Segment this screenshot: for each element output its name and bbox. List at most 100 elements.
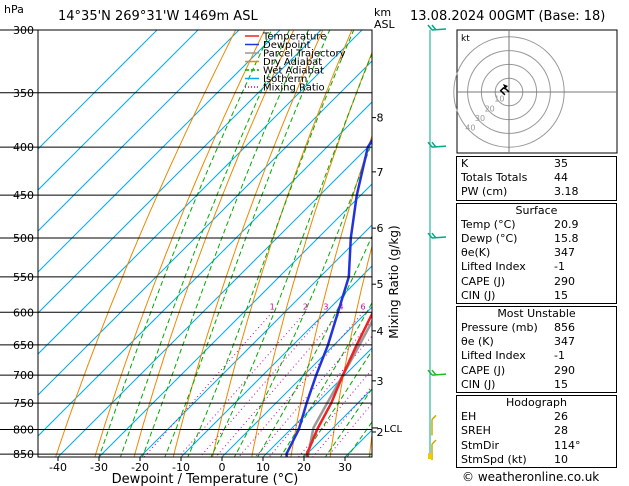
dry-adiabat-line <box>94 30 266 457</box>
wet-adiabat-line <box>210 52 372 457</box>
dry-adiabat-line <box>251 51 372 457</box>
index-value: 856 <box>554 321 575 335</box>
wet-adiabat-line <box>187 30 355 457</box>
index-row: Pressure (mb) 856 <box>457 321 616 335</box>
hpa-unit-label: hPa <box>4 3 24 16</box>
isotherm-line <box>38 30 158 150</box>
isotherm-line <box>180 265 372 457</box>
index-row: θe (K) 347 <box>457 335 616 349</box>
pressure-tick-label: 450 <box>13 189 34 202</box>
index-row: CIN (J) 15 <box>457 378 616 392</box>
index-value: 15.8 <box>554 231 579 245</box>
pressure-tick-label: 650 <box>13 339 34 352</box>
index-row: PW (cm) 3.18 <box>457 185 616 199</box>
pressure-tick-label: 800 <box>13 423 34 436</box>
isotherm-line <box>38 101 372 437</box>
wet-adiabat-line <box>324 387 372 457</box>
mixing-ratio-label: 6 <box>361 302 366 311</box>
temp-tick-label: -40 <box>49 461 67 474</box>
indices-panel: K 35 Totals Totals 44 PW (cm) 3.18 Surface Te… <box>456 156 617 468</box>
mixing-ratio-label: 8 <box>377 302 382 311</box>
temp-tick-label: -30 <box>90 461 108 474</box>
index-value: 347 <box>554 246 575 260</box>
height-km-label: 4 <box>377 325 384 338</box>
mixing-ratio-line <box>255 320 372 457</box>
plot-frame <box>37 29 373 458</box>
hodograph-ring-label: 20 <box>485 104 495 113</box>
wet-adiabat-line <box>233 140 372 457</box>
wet-adiabat-line <box>164 30 331 457</box>
index-label: StmSpd (kt) <box>461 452 527 466</box>
stability-indices-box: K 35 Totals Totals 44 PW (cm) 3.18 <box>456 156 617 201</box>
index-label: CAPE (J) <box>461 363 506 377</box>
index-label: CIN (J) <box>461 377 496 391</box>
mixing-ratio-line <box>199 311 327 457</box>
wind-barb-icon <box>427 24 447 31</box>
x-axis-title: Dewpoint / Temperature (°C) <box>112 472 299 486</box>
index-label: StmDir <box>461 438 500 452</box>
height-km-label: 6 <box>377 222 384 235</box>
pressure-tick-label: 350 <box>13 87 34 100</box>
isotherm-line <box>38 30 281 273</box>
hodograph-ring-label: 30 <box>475 114 485 123</box>
index-value: 28 <box>554 424 568 438</box>
wind-barbs <box>427 24 447 461</box>
index-label: Totals Totals <box>461 171 528 185</box>
mixing-ratio-line <box>298 368 372 457</box>
index-value: 10 <box>554 452 568 466</box>
temp-tick-label: 20 <box>297 461 311 474</box>
mixing-ratio-line <box>238 311 364 457</box>
wet-adiabat-line <box>119 30 290 457</box>
index-row: CAPE (J) 290 <box>457 364 616 378</box>
dry-adiabat-line <box>329 244 372 457</box>
index-label: θe(K) <box>461 246 491 260</box>
height-km-label: 7 <box>377 166 384 179</box>
index-label: Lifted Index <box>461 260 526 274</box>
isotherm-line <box>262 347 372 457</box>
index-value: 15 <box>554 377 568 391</box>
index-label: θe (K) <box>461 335 494 349</box>
pressure-tick-label: 500 <box>13 232 34 245</box>
wet-adiabat-line <box>141 30 309 457</box>
isotherm-line <box>98 183 372 457</box>
index-value: 347 <box>554 335 575 349</box>
mixing-ratio-label: 20 <box>429 302 439 311</box>
mixing-ratio-label: 2 <box>303 302 308 311</box>
temp-tick-label: 10 <box>256 461 270 474</box>
temp-tick-label: 30 <box>338 461 352 474</box>
index-value: 26 <box>554 410 568 424</box>
mixing-ratio-line <box>268 335 372 457</box>
legend-label: Mixing Ratio <box>263 83 325 94</box>
legend-label: Dewpoint <box>263 40 311 51</box>
pressure-tick-label: 750 <box>13 397 34 410</box>
storm-motion-icon <box>503 84 508 89</box>
mixing-ratio-label: 16 <box>415 302 425 311</box>
height-km-label: 2 <box>377 426 384 439</box>
most-unstable-title: Most Unstable <box>497 306 576 320</box>
temp-tick-label: -10 <box>172 461 190 474</box>
hodograph-unit-label: kt <box>461 34 470 44</box>
legend-label: Parcel Trajectory <box>263 49 346 60</box>
index-row: Lifted Index -1 <box>457 349 616 363</box>
pressure-tick-label: 600 <box>13 306 34 319</box>
index-label: CAPE (J) <box>461 274 506 288</box>
index-value: 20.9 <box>554 217 579 231</box>
temp-tick-label: 0 <box>219 461 226 474</box>
wind-barb-icon <box>427 369 447 376</box>
index-value: 114° <box>554 438 581 452</box>
index-row: θe(K) 347 <box>457 246 616 260</box>
index-value: 15 <box>554 288 568 302</box>
isotherm-line <box>221 306 372 457</box>
lcl-label: LCL <box>384 424 403 435</box>
index-label: Dewp (°C) <box>461 231 518 245</box>
index-row: SREH 28 <box>457 424 616 438</box>
index-value: -1 <box>554 260 565 274</box>
legend-label: Temperature <box>262 32 326 43</box>
isotherm-line <box>139 224 372 457</box>
pressure-tick-label: 700 <box>13 369 34 382</box>
surface-wind-marker <box>428 453 432 459</box>
dry-adiabat-line <box>290 134 372 457</box>
wind-barb-icon <box>427 141 447 148</box>
height-km-label: 3 <box>377 375 384 388</box>
